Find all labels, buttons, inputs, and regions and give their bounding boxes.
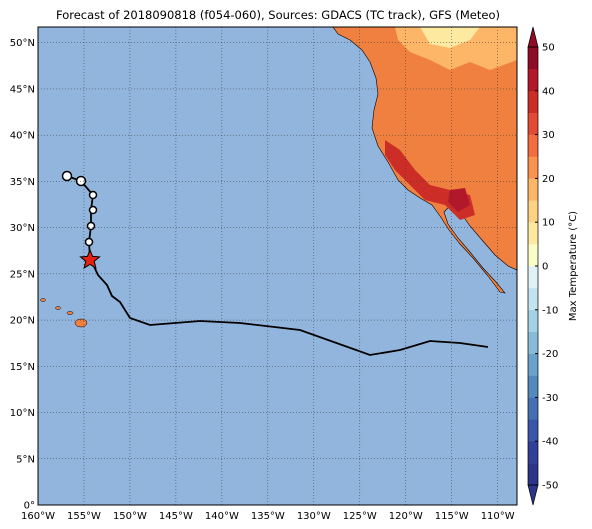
- colorbar-tick-label: 20: [542, 174, 555, 185]
- x-tick-label: 150°W: [113, 511, 147, 522]
- y-tick-label: 5°N: [16, 454, 35, 465]
- y-tick-label: 15°N: [10, 362, 35, 373]
- y-tick-label: 50°N: [10, 38, 35, 49]
- y-tick-label: 40°N: [10, 131, 35, 142]
- current-position: [79, 248, 101, 270]
- colorbar-bin: [528, 287, 538, 311]
- colorbar-tick-label: -50: [542, 481, 558, 492]
- y-tick-label: 10°N: [10, 408, 35, 419]
- map-title: Forecast of 2018090818 (f054-060), Sourc…: [56, 8, 500, 22]
- x-tick-label: 120°W: [389, 511, 423, 522]
- island: [66, 311, 74, 315]
- x-tick-label: 145°W: [159, 511, 193, 522]
- x-tick-label: 110°W: [481, 511, 515, 522]
- colorbar-bin: [528, 419, 538, 442]
- tc-track: [66, 175, 489, 356]
- x-tick-label: 115°W: [435, 511, 469, 522]
- land: [332, 27, 517, 294]
- y-tick-label: 35°N: [10, 177, 35, 188]
- colorbar-bin: [528, 353, 538, 376]
- colorbar-bin: [528, 309, 538, 332]
- y-tick-label: 20°N: [10, 316, 35, 327]
- colorbar-bin: [528, 397, 538, 420]
- colorbar-tick-label: 0: [542, 262, 548, 273]
- y-tick-label: 30°N: [10, 223, 35, 234]
- colorbar-extend: [527, 484, 539, 506]
- colorbar-bin: [528, 178, 538, 201]
- track-points: [61, 170, 98, 247]
- x-tick-label: 125°W: [343, 511, 377, 522]
- colorbar-bin: [528, 375, 538, 398]
- colorbar-bin: [528, 222, 538, 245]
- colorbar-tick-label: -40: [542, 437, 558, 448]
- island: [40, 298, 46, 302]
- land-warm: [395, 27, 517, 70]
- colorbar-tick-label: 30: [542, 130, 555, 141]
- colorbar-bin: [528, 90, 538, 113]
- colorbar-tick-label: -20: [542, 349, 558, 360]
- colorbar-tick-label: -30: [542, 393, 558, 404]
- x-tick-label: 160°W: [21, 511, 55, 522]
- x-tick-label: 130°W: [297, 511, 331, 522]
- island: [55, 306, 61, 310]
- y-tick-label: 0°: [24, 501, 35, 512]
- map-frame: [37, 26, 518, 506]
- y-tick-label: 25°N: [10, 269, 35, 280]
- colorbar-tick-label: -10: [542, 305, 558, 316]
- colorbar-label: Max Temperature (°C): [568, 211, 579, 321]
- map-area: [38, 27, 517, 505]
- colorbar-bin: [528, 156, 538, 179]
- colorbar-tick-label: 10: [542, 218, 555, 229]
- land-hot: [448, 188, 470, 212]
- x-tick-label: 140°W: [205, 511, 239, 522]
- x-tick-label: 135°W: [251, 511, 285, 522]
- y-tick-label: 45°N: [10, 84, 35, 95]
- colorbar-bin: [528, 134, 538, 157]
- colorbar-extend: [527, 26, 539, 48]
- colorbar-bin: [528, 244, 538, 267]
- colorbar-bin: [528, 47, 538, 70]
- colorbar-bin: [528, 463, 538, 486]
- colorbar-bin: [528, 112, 538, 135]
- colorbar-bin: [528, 331, 538, 354]
- colorbar-tick-label: 40: [542, 86, 555, 97]
- colorbar-bin: [528, 266, 538, 289]
- colorbar-bin: [528, 200, 538, 223]
- colorbar-bin: [528, 68, 538, 92]
- x-tick-label: 155°W: [67, 511, 101, 522]
- colorbar-bin: [528, 441, 538, 464]
- colorbar-tick-label: 50: [542, 43, 555, 54]
